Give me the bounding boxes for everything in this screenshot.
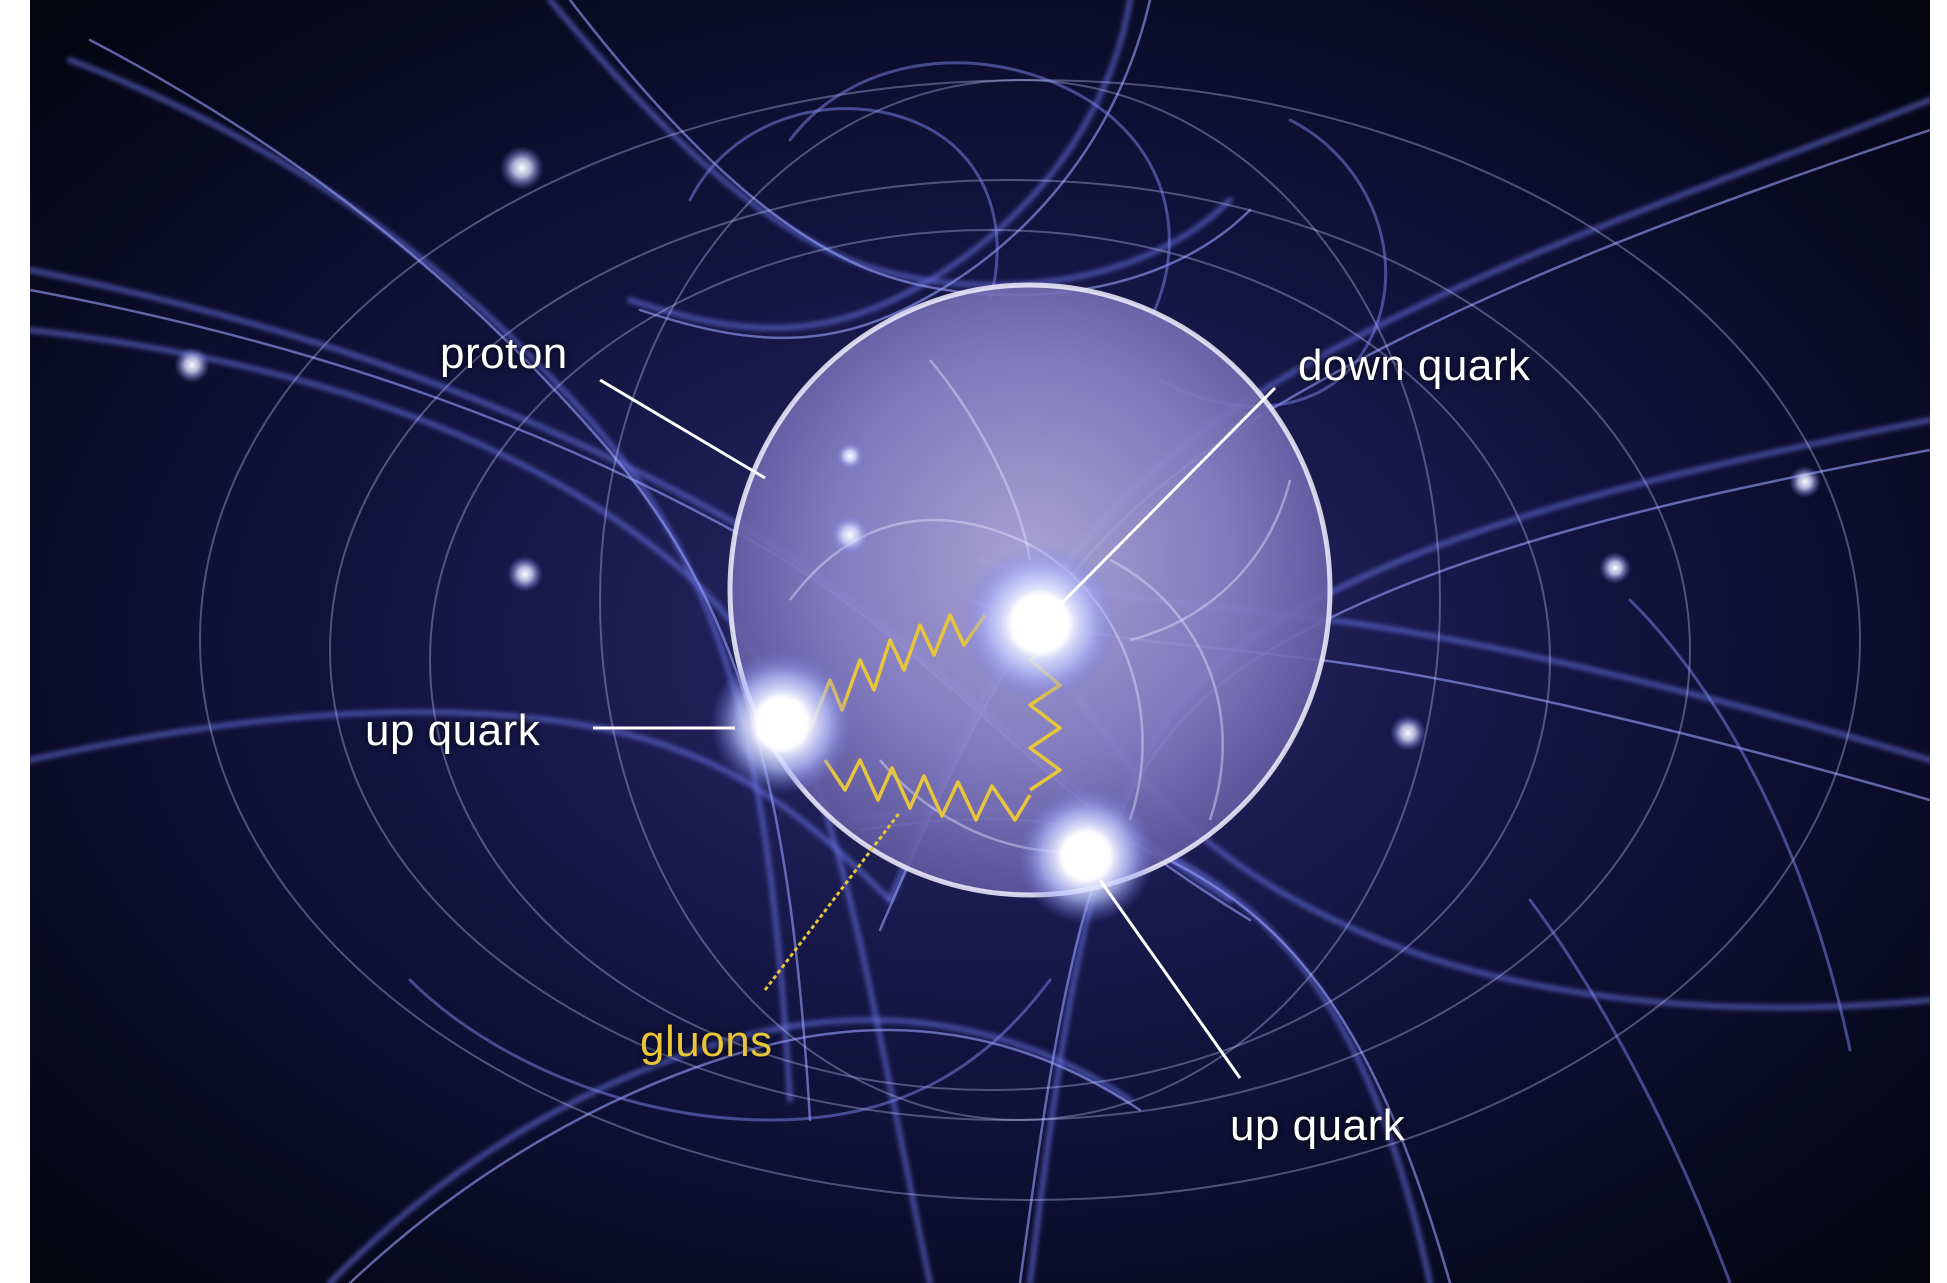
label-up-quark-left: up quark [365, 706, 541, 755]
background-stars [174, 146, 1821, 751]
gluon-lower [823, 758, 1032, 822]
up-quark-bottom-leader [1098, 879, 1242, 1079]
label-down-quark: down quark [1298, 341, 1531, 390]
up-quark-left-core [756, 697, 808, 749]
down-quark-leader [1058, 386, 1277, 607]
proton-leader [599, 378, 766, 480]
down-quark-core [1010, 593, 1070, 653]
label-up-quark-bottom: up quark [1230, 1101, 1406, 1150]
proton-diagram: proton down quark up quark up quark gluo… [30, 0, 1930, 1283]
proton-boundary [727, 282, 1333, 898]
label-gluons: gluons [640, 1017, 773, 1066]
up-quark-bottom-core [1062, 832, 1110, 880]
diagram-labels: proton down quark up quark up quark gluo… [365, 329, 1531, 1150]
illustration-frame: proton down quark up quark up quark gluo… [30, 0, 1930, 1283]
leader-lines [593, 378, 1277, 1079]
label-proton: proton [440, 329, 568, 378]
gluons-leader [763, 811, 902, 991]
